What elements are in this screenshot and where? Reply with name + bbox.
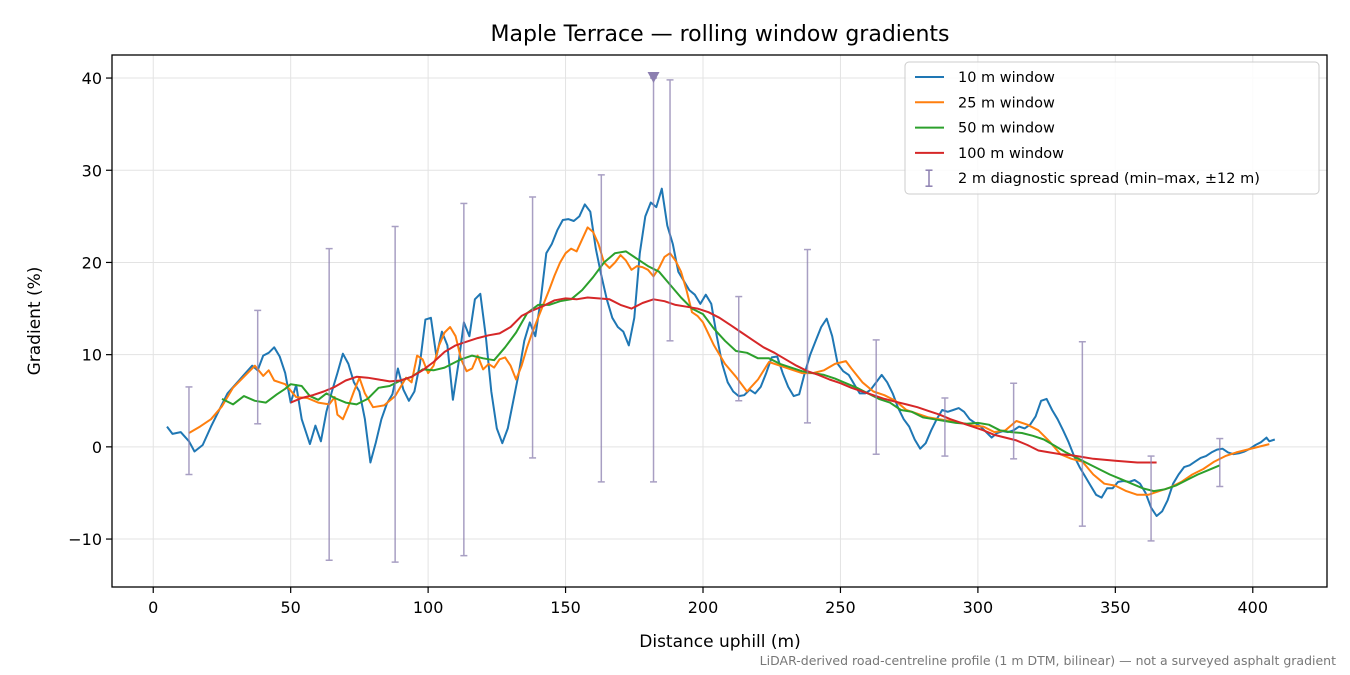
error-bar [666,79,674,342]
x-tick-label: 100 [413,598,444,617]
error-bar [185,386,193,476]
error-bar [1078,340,1086,527]
error-bar [1147,455,1155,542]
y-tick-label: 0 [92,438,102,457]
y-tick-label: 20 [82,253,102,272]
legend-label: 50 m window [958,121,1055,137]
x-axis-label: Distance uphill (m) [639,632,800,652]
x-tick-label: 50 [280,598,300,617]
y-tick-label: −10 [68,530,102,549]
axis-ticks: 0 50 100 150 200 250 300 350 400 −10 0 10 20 30 40 [68,69,1268,617]
error-bar [391,225,399,563]
error-bar [460,202,468,557]
legend-label: 2 m diagnostic spread (min–max, ±12 m) [958,171,1260,187]
error-bar [1010,382,1018,460]
chart-title: Maple Terrace — rolling window gradients [491,22,950,47]
error-bar [529,196,537,459]
x-tick-label: 0 [148,598,158,617]
series-layer [166,72,1276,563]
legend-label: 10 m window [958,70,1055,86]
x-tick-label: 400 [1238,598,1269,617]
x-tick-label: 350 [1100,598,1131,617]
x-tick-label: 250 [825,598,856,617]
series-line-4 [290,296,1157,464]
x-tick-label: 150 [550,598,581,617]
series-line-3 [221,250,1221,493]
error-bar [735,295,743,402]
error-bar [803,248,811,424]
y-tick-label: 40 [82,69,102,88]
error-bar [872,339,880,455]
error-bar [325,247,333,562]
legend-label: 100 m window [958,146,1064,162]
legend-label: 25 m window [958,95,1055,111]
legend-box [904,61,1320,195]
series-line-2 [188,226,1270,496]
error-bar [941,397,949,457]
y-axis-label: Gradient (%) [25,267,45,376]
x-tick-label: 200 [688,598,719,617]
legend: 10 m window 25 m window 50 m window 100 m w… [904,61,1320,195]
series-line-1 [166,187,1276,517]
footnote: LiDAR-derived road-centreline profile (1… [760,653,1336,668]
error-bar [1216,437,1224,488]
error-bar [597,174,605,483]
y-tick-label: 10 [82,346,102,365]
error-bar [254,309,262,425]
plot-frame [111,54,1328,588]
peak-marker-icon [647,72,660,84]
y-tick-label: 30 [82,161,102,180]
x-tick-label: 300 [963,598,994,617]
